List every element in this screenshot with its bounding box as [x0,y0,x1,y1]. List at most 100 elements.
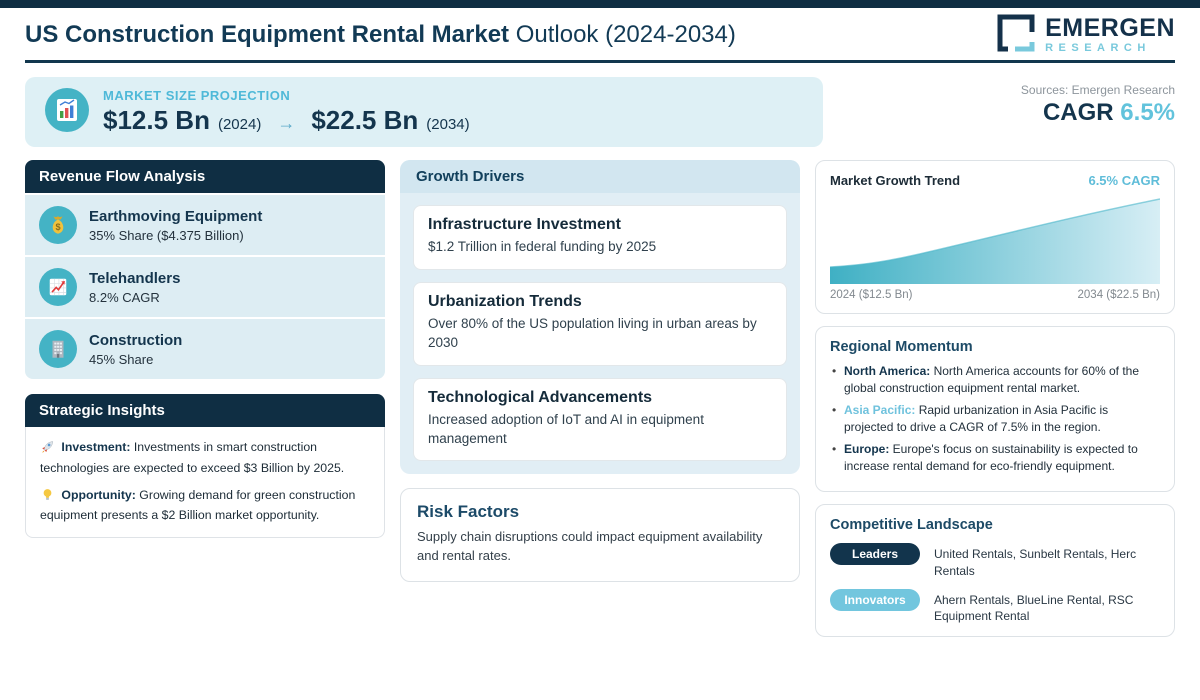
insight-label: Investment: [61,440,131,454]
insight-opportunity: Opportunity: Growing demand for green co… [40,487,370,526]
left-column: Revenue Flow Analysis $ Earthmoving Equi… [25,160,385,553]
strategic-insights-body: Investment: Investments in smart constru… [25,427,385,539]
sources-note: Sources: Emergen Research [1020,83,1175,97]
insight-label: Opportunity: [61,487,136,502]
regional-momentum-list: North America: North America accounts fo… [830,363,1160,475]
value-2034: $22.5 Bn [311,105,419,135]
innovators-companies: Ahern Rentals, BlueLine Rental, RSC Equi… [934,592,1134,623]
banner-text: MARKET SIZE PROJECTION $12.5 Bn (2024) →… [103,88,470,136]
year-2034: (2034) [426,116,470,133]
revenue-item-subtitle: 35% Share ($4.375 Billion) [89,227,244,243]
revenue-item-subtitle: 8.2% CAGR [89,289,160,305]
value-2024: $12.5 Bn [103,105,210,135]
chart-title: Market Growth Trend [830,173,961,188]
x-tick-2024: 2024 ($12.5 Bn) [830,289,913,301]
year-2024: (2024) [217,116,262,133]
innovators-badge: Innovators [830,588,920,611]
competitive-landscape-title: Competitive Landscape [830,517,993,534]
leaders-row: Leaders United Rentals, Sunbelt Rentals,… [830,543,1160,578]
region-asia-pacific: Asia Pacific: Rapid urbanization in Asia… [830,402,1160,437]
region-text: Europe's focus on sustainability is expe… [844,441,1138,473]
region-text: North America accounts for 60% of the gl… [844,364,1140,396]
emergen-logo: EMERGEN RESEARCH [995,12,1175,59]
region-label: Asia Pacific: [844,402,916,417]
svg-text:$: $ [55,222,60,232]
market-size-banner: MARKET SIZE PROJECTION $12.5 Bn (2024) →… [25,77,823,147]
right-column: Market Growth Trend 6.5% CAGR [815,160,1175,649]
competitive-landscape-card: Competitive Landscape Leaders United Ren… [815,504,1175,638]
innovators-row: Innovators Ahern Rentals, BlueLine Renta… [830,588,1160,624]
insight-text: Investments in smart construction techno… [40,440,345,475]
banner-row: MARKET SIZE PROJECTION $12.5 Bn (2024) →… [0,63,1200,147]
revenue-item-earthmoving: $ Earthmoving Equipment 35% Share ($4.37… [25,195,385,255]
revenue-item-telehandlers: Telehandlers 8.2% CAGR [25,257,385,317]
page-title-bold: US Construction Equipment Rental Market [25,21,510,48]
growth-driver-text: Increased adoption of IoT and AI in equi… [428,411,704,446]
region-label: Europe: [844,441,890,456]
region-north-america: North America: North America accounts fo… [830,363,1160,398]
growth-driver-title: Infrastructure Investment [428,216,621,233]
banner-label: MARKET SIZE PROJECTION [103,88,291,103]
middle-column: Growth Drivers Infrastructure Investment… [400,160,800,583]
cagr-block: Sources: Emergen Research CAGR 6.5% [1021,77,1175,127]
growth-driver-infrastructure: Infrastructure Investment $1.2 Trillion … [413,205,787,270]
building-icon [39,330,77,368]
logo-line1: EMERGEN [1045,14,1175,42]
revenue-flow-title: Revenue Flow Analysis [25,160,385,193]
chart-header: Market Growth Trend 6.5% CAGR [830,173,1160,188]
revenue-item-subtitle: 45% Share [89,351,154,367]
page-title: US Construction Equipment Rental Market … [25,21,736,49]
growth-driver-technology: Technological Advancements Increased ado… [413,377,787,462]
risk-factors-text: Supply chain disruptions could impact eq… [417,529,763,564]
chart-cagr-annotation: 6.5% CAGR [1088,173,1160,188]
revenue-item-title: Telehandlers [89,269,181,287]
insight-text: Growing demand for green construction eq… [40,487,356,523]
region-text: Rapid urbanization in Asia Pacific is pr… [844,402,1109,435]
arrow-right-icon: → [277,113,296,133]
leaders-companies: United Rentals, Sunbelt Rentals, Herc Re… [934,547,1137,578]
growth-driver-text: $1.2 Trillion in federal funding by 2025 [428,239,657,254]
banner-values: $12.5 Bn (2024) → $22.5 Bn (2034) [103,105,470,136]
rocket-icon [40,439,55,460]
bulb-icon [40,487,55,508]
growth-driver-urbanization: Urbanization Trends Over 80% of the US p… [413,281,787,366]
content-columns: Revenue Flow Analysis $ Earthmoving Equi… [0,147,1200,649]
bar-chart-icon [45,87,89,137]
revenue-item-construction: Construction 45% Share [25,319,385,379]
revenue-item-title: Earthmoving Equipment [89,207,263,225]
strategic-insights-title: Strategic Insights [25,394,385,427]
growth-drivers-title: Growth Drivers [400,160,800,193]
strategic-insights-card: Strategic Insights Investme [25,394,385,539]
x-tick-2034: 2034 ($22.5 Bn) [1077,289,1160,301]
cagr-value: 6.5% [1120,99,1175,126]
header-divider [25,60,1175,63]
growth-area-chart [830,196,1160,284]
growth-drivers-card: Growth Drivers Infrastructure Investment… [400,160,800,475]
risk-factors-card: Risk Factors Supply chain disruptions co… [400,488,800,583]
revenue-item-title: Construction [89,331,183,349]
region-label: North America: [844,364,931,378]
revenue-flow-card: Revenue Flow Analysis $ Earthmoving Equi… [25,160,385,379]
regional-momentum-card: Regional Momentum North America: North A… [815,326,1175,493]
risk-factors-title: Risk Factors [417,502,520,522]
insight-investment: Investment: Investments in smart constru… [40,439,370,478]
growth-driver-title: Urbanization Trends [428,292,582,310]
logo-square-icon [995,12,1037,59]
regional-momentum-title: Regional Momentum [830,339,973,355]
logo-text: EMERGEN RESEARCH [1045,16,1175,54]
chart-increasing-icon [39,268,77,306]
top-accent-bar [0,0,1200,8]
cagr-line: CAGR 6.5% [1021,99,1175,127]
cagr-label: CAGR [1042,99,1114,126]
growth-driver-title: Technological Advancements [428,388,653,406]
market-growth-trend-card: Market Growth Trend 6.5% CAGR [815,160,1175,314]
page-title-regular: Outlook (2024-2034) [509,21,736,48]
leaders-badge: Leaders [830,543,920,566]
region-europe: Europe: Europe's focus on sustainability… [830,441,1160,476]
growth-driver-text: Over 80% of the US population living in … [428,315,757,350]
chart-x-axis: 2024 ($12.5 Bn) 2034 ($22.5 Bn) [830,289,1160,301]
money-bag-icon: $ [39,206,77,244]
logo-line2: RESEARCH [1045,42,1151,54]
header: US Construction Equipment Rental Market … [0,8,1200,60]
